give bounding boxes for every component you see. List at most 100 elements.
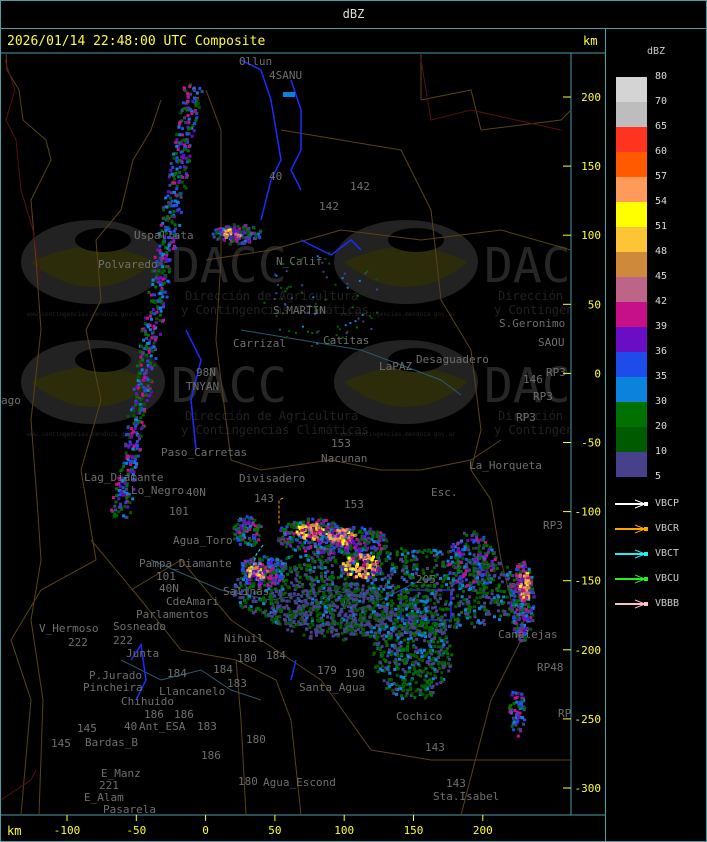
echo-pixel bbox=[339, 542, 342, 546]
echo-pixel bbox=[316, 308, 319, 311]
echo-pixel bbox=[353, 546, 357, 550]
echo-pixel bbox=[440, 552, 444, 556]
echo-pixel bbox=[162, 217, 166, 221]
echo-pixel bbox=[284, 530, 287, 534]
echo-pixel bbox=[339, 598, 343, 601]
echo-pixel bbox=[266, 576, 270, 580]
echo-pixel bbox=[423, 678, 427, 682]
echo-pixel bbox=[113, 504, 117, 508]
echo-pixel bbox=[441, 561, 445, 565]
echo-pixel bbox=[331, 536, 335, 540]
echo-pixel bbox=[143, 347, 147, 351]
echo-pixel bbox=[508, 706, 512, 710]
echo-pixel bbox=[523, 586, 527, 590]
echo-pixel bbox=[477, 619, 481, 623]
echo-pixel bbox=[423, 631, 427, 635]
echo-pixel bbox=[510, 724, 514, 728]
echo-pixel bbox=[117, 497, 121, 501]
echo-pixel bbox=[398, 648, 402, 652]
echo-pixel bbox=[422, 621, 426, 625]
echo-pixel bbox=[185, 160, 189, 164]
echo-pixel bbox=[453, 580, 457, 584]
echo-pixel bbox=[357, 538, 361, 542]
echo-pixel bbox=[131, 472, 135, 476]
echo-pixel bbox=[354, 612, 358, 616]
echo-pixel bbox=[475, 596, 479, 600]
echo-pixel bbox=[416, 628, 420, 632]
echo-pixel bbox=[337, 592, 341, 596]
echo-pixel bbox=[134, 454, 138, 458]
echo-pixel bbox=[275, 573, 279, 577]
echo-pixel bbox=[509, 704, 513, 707]
echo-pixel bbox=[335, 334, 338, 336]
echo-pixel bbox=[461, 602, 465, 606]
echo-pixel bbox=[332, 542, 336, 546]
echo-pixel bbox=[515, 634, 519, 638]
echo-pixel bbox=[247, 239, 251, 243]
echo-pixel bbox=[320, 586, 324, 590]
echo-pixel bbox=[348, 609, 352, 613]
echo-pixel bbox=[375, 637, 379, 641]
echo-pixel bbox=[363, 560, 367, 563]
echo-pixel bbox=[318, 540, 322, 544]
echo-pixel bbox=[494, 556, 498, 559]
echo-pixel bbox=[161, 242, 165, 246]
echo-pixel bbox=[532, 595, 536, 599]
echo-pixel bbox=[235, 528, 239, 532]
echo-pixel bbox=[302, 546, 306, 550]
echo-pixel bbox=[269, 572, 273, 575]
echo-pixel bbox=[393, 570, 397, 574]
echo-pixel bbox=[328, 607, 331, 610]
echo-pixel bbox=[397, 597, 401, 601]
echo-pixel bbox=[306, 518, 310, 522]
echo-pixel bbox=[423, 626, 427, 630]
echo-pixel bbox=[461, 589, 465, 593]
echo-pixel bbox=[401, 668, 405, 672]
echo-pixel bbox=[161, 295, 165, 299]
echo-pixel bbox=[303, 618, 307, 622]
echo-pixel bbox=[373, 636, 377, 640]
y-tick-label: 50 bbox=[588, 298, 601, 311]
echo-pixel bbox=[510, 585, 514, 589]
echo-pixel bbox=[362, 553, 366, 557]
echo-pixel bbox=[354, 619, 358, 623]
echo-pixel bbox=[274, 575, 278, 579]
echo-pixel bbox=[309, 634, 313, 638]
echo-pixel bbox=[469, 605, 473, 609]
echo-pixel bbox=[376, 643, 379, 646]
echo-pixel bbox=[180, 142, 184, 146]
echo-pixel bbox=[303, 622, 307, 625]
echo-pixel bbox=[164, 246, 168, 250]
echo-pixel bbox=[149, 293, 153, 297]
echo-pixel bbox=[252, 582, 256, 586]
echo-pixel bbox=[404, 561, 408, 565]
echo-pixel bbox=[146, 394, 150, 398]
echo-pixel bbox=[247, 232, 251, 236]
echo-pixel bbox=[472, 560, 476, 564]
place-label: S.Geronimo bbox=[499, 317, 565, 330]
echo-pixel bbox=[340, 571, 344, 575]
echo-pixel bbox=[457, 563, 461, 567]
echo-pixel bbox=[184, 140, 188, 143]
echo-pixel bbox=[325, 610, 329, 614]
echo-pixel bbox=[256, 525, 260, 529]
echo-pixel bbox=[456, 623, 460, 627]
echo-pixel bbox=[400, 557, 403, 561]
echo-pixel bbox=[434, 676, 438, 680]
echo-pixel bbox=[430, 693, 433, 697]
echo-pixel bbox=[170, 240, 174, 244]
echo-pixel bbox=[487, 596, 491, 599]
radar-arrow-icon bbox=[615, 524, 648, 534]
echo-pixel bbox=[152, 335, 156, 339]
echo-pixel bbox=[248, 536, 251, 540]
echo-pixel bbox=[110, 508, 114, 512]
echo-pixel bbox=[194, 104, 198, 108]
echo-pixel bbox=[414, 612, 418, 616]
echo-pixel bbox=[286, 628, 290, 632]
echo-pixel bbox=[465, 602, 469, 606]
echo-pixel bbox=[291, 615, 295, 619]
echo-pixel bbox=[418, 614, 422, 618]
echo-pixel bbox=[243, 240, 247, 243]
echo-pixel bbox=[426, 605, 430, 609]
